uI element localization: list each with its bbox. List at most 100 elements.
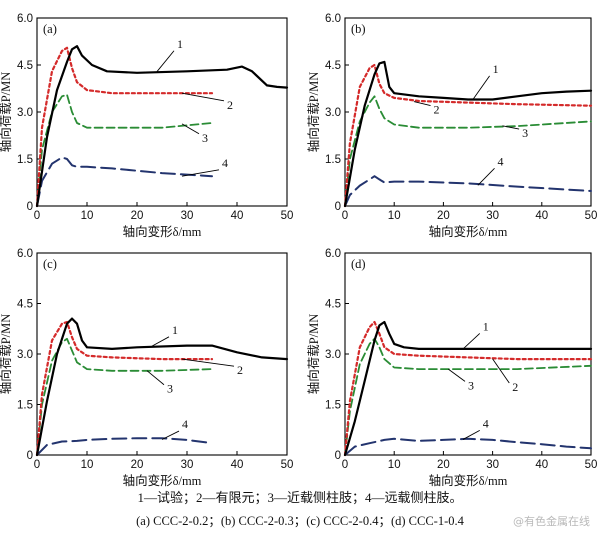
annotation-leader (156, 50, 175, 72)
x-tick-label: 30 (181, 210, 194, 222)
x-axis-label: 轴向变形δ/mm (429, 473, 508, 487)
series-line-1 (343, 320, 593, 457)
annotation-leader (492, 358, 510, 384)
curve-label-3: 3 (522, 126, 528, 140)
curve-label-2: 2 (434, 103, 440, 117)
panel-label: (d) (351, 257, 366, 271)
y-tick-label: 4.5 (17, 60, 33, 72)
annotation-leader (472, 75, 490, 100)
x-tick-label: 20 (437, 459, 450, 471)
series-line-1 (35, 45, 289, 208)
x-tick-label: 20 (131, 210, 144, 222)
y-tick-label: 1.5 (325, 400, 341, 412)
series-line-3 (36, 337, 213, 456)
annotation-leader (181, 92, 225, 102)
watermark-text: @有色金属在线 (513, 515, 590, 528)
curve-label-2: 2 (512, 380, 518, 394)
y-tick-label: 1.5 (17, 400, 33, 412)
chart-panel-4: 0 10 20 30 40 50 0 1.5 3.0 4.5 6.0 轴向变形δ/mm 轴向荷载P/MN… (306, 248, 597, 487)
x-tick-label: 50 (281, 459, 294, 471)
x-tick-label: 0 (342, 210, 348, 222)
x-tick-label: 40 (535, 210, 548, 222)
y-axis-label: 轴向荷载P/MN (0, 314, 13, 395)
x-tick-label: 10 (81, 459, 94, 471)
curve-label-1: 1 (483, 319, 489, 333)
y-tick-label: 6.0 (325, 13, 341, 25)
curve-label-4: 4 (182, 417, 188, 431)
y-tick-label: 3.0 (17, 107, 33, 119)
series-line-4 (344, 437, 592, 456)
x-tick-label: 10 (388, 210, 401, 222)
y-tick-label: 3.0 (325, 107, 341, 119)
annotation-leader (448, 368, 466, 382)
y-tick-label: 0 (27, 201, 33, 213)
y-tick-label: 3.0 (17, 349, 33, 361)
y-axis-label: 轴向荷载P/MN (306, 72, 321, 153)
curve-label-4: 4 (498, 154, 504, 168)
annotation-leader (161, 430, 180, 440)
series-line-2 (35, 320, 214, 457)
x-tick-label: 40 (231, 459, 244, 471)
series-line-1 (35, 317, 289, 457)
y-tick-label: 6.0 (325, 248, 341, 260)
x-tick-label: 50 (281, 210, 294, 222)
series-line-2 (343, 63, 593, 208)
y-tick-label: 6.0 (17, 248, 33, 260)
x-tick-label: 30 (486, 459, 499, 471)
x-tick-label: 30 (486, 210, 499, 222)
series-line-4 (344, 175, 592, 207)
series-line-3 (344, 95, 592, 207)
x-tick-label: 0 (34, 210, 40, 222)
y-tick-label: 4.5 (325, 299, 341, 311)
curve-label-2: 2 (227, 98, 233, 112)
annotation-leader (477, 167, 495, 186)
series-line-2 (343, 320, 593, 457)
x-axis-label: 轴向变形δ/mm (429, 224, 508, 239)
series-line-2 (35, 46, 214, 208)
series-line-4 (36, 156, 213, 207)
curve-label-3: 3 (468, 378, 474, 392)
y-tick-label: 1.5 (17, 154, 33, 166)
annotation-leader (413, 101, 431, 107)
annotation-leader (502, 125, 520, 130)
x-tick-label: 30 (181, 459, 194, 471)
x-tick-label: 10 (81, 210, 94, 222)
curve-label-1: 1 (493, 62, 499, 76)
annotation-leader (462, 429, 480, 440)
y-tick-label: 0 (335, 450, 341, 462)
series-line-3 (36, 93, 213, 207)
y-tick-label: 4.5 (17, 299, 33, 311)
annotation-leader (181, 169, 220, 177)
y-tick-label: 4.5 (325, 60, 341, 72)
series-line-3 (344, 337, 592, 456)
series-line-1 (343, 60, 593, 208)
plot-frame (36, 17, 288, 207)
curve-label-1: 1 (172, 323, 178, 337)
x-tick-label: 20 (437, 210, 450, 222)
panel-label: (a) (43, 22, 57, 36)
x-tick-label: 40 (535, 459, 548, 471)
y-axis-label: 轴向荷载P/MN (0, 72, 13, 153)
x-tick-label: 10 (388, 459, 401, 471)
x-tick-label: 20 (131, 459, 144, 471)
x-axis-label: 轴向变形δ/mm (123, 224, 202, 239)
y-axis-label: 轴向荷载P/MN (306, 314, 321, 395)
x-tick-label: 0 (342, 459, 348, 471)
curve-label-1: 1 (177, 37, 183, 51)
x-tick-label: 40 (231, 210, 244, 222)
y-tick-label: 6.0 (17, 13, 33, 25)
chart-panel-1: 0 10 20 30 40 50 0 1.5 3.0 4.5 6.0 轴向变形δ/mm 轴向荷载P/MN… (0, 13, 293, 239)
y-tick-label: 0 (335, 201, 341, 213)
chart-legend-text: 1—试验；2—有限元；3—近载侧柱肢；4—远载侧柱肢。 (137, 490, 463, 505)
x-tick-label: 0 (34, 459, 40, 471)
annotation-leader (181, 123, 200, 135)
y-tick-label: 1.5 (325, 154, 341, 166)
annotation-leader (151, 336, 170, 347)
chart-panel-2: 0 10 20 30 40 50 0 1.5 3.0 4.5 6.0 轴向变形δ/mm 轴向荷载P/MN… (306, 13, 597, 239)
curve-label-3: 3 (167, 382, 173, 396)
x-axis-label: 轴向变形δ/mm (123, 473, 202, 487)
x-tick-label: 50 (585, 459, 598, 471)
x-tick-label: 50 (585, 210, 598, 222)
y-tick-label: 3.0 (325, 349, 341, 361)
curve-label-4: 4 (483, 416, 489, 430)
